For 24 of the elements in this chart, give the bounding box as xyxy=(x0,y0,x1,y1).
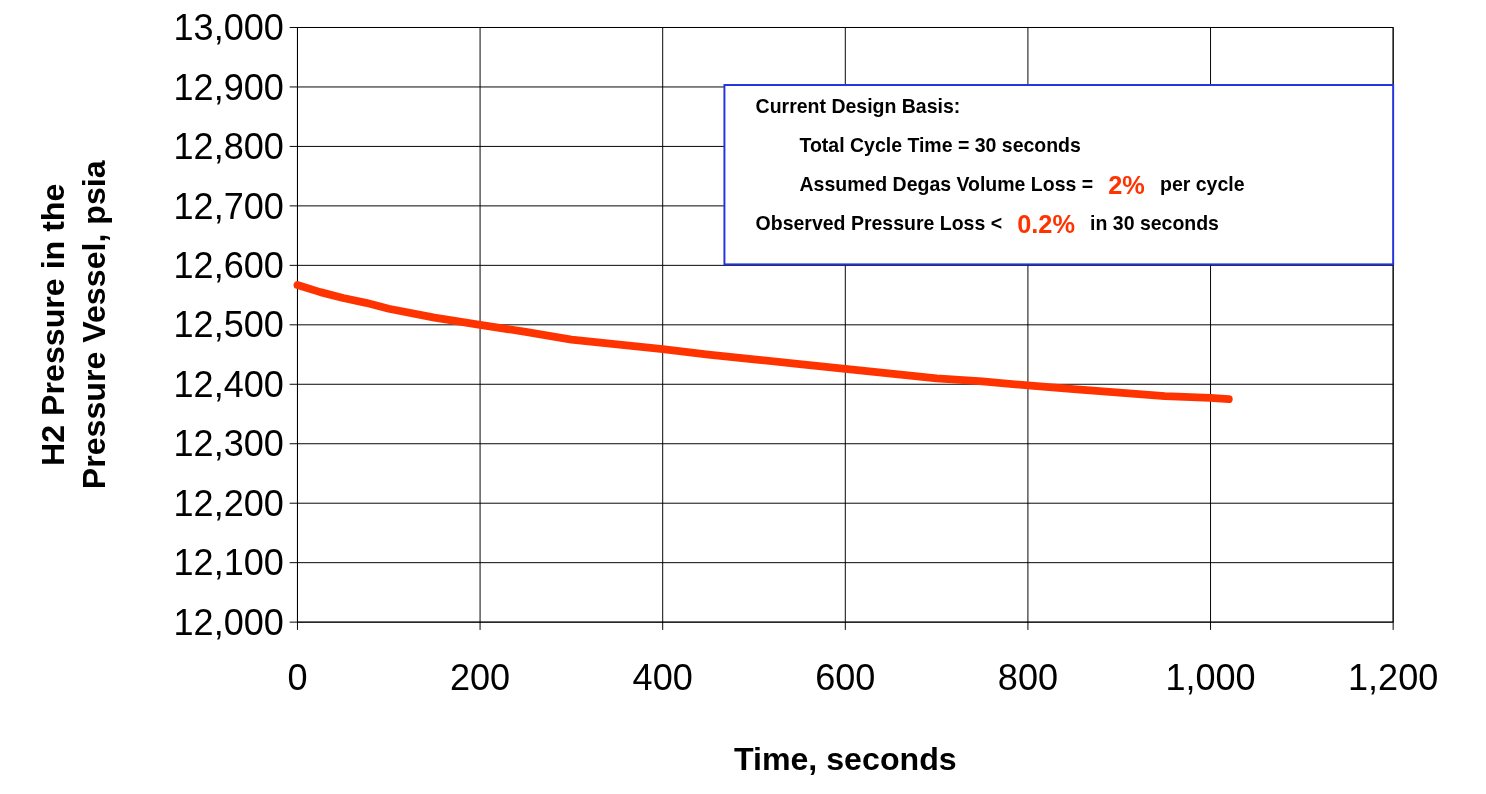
x-tick-label: 200 xyxy=(450,657,511,699)
y-tick-label: 13,000 xyxy=(173,7,284,49)
y-tick-label: 12,200 xyxy=(173,482,284,524)
y-axis-title: H2 Pressure in the Pressure Vessel, psia xyxy=(35,159,113,490)
y-tick-label: 12,400 xyxy=(173,363,284,405)
y-tick-label: 12,000 xyxy=(173,601,284,643)
y-tick-label: 12,900 xyxy=(173,66,284,108)
y-tick-label: 12,300 xyxy=(173,423,284,465)
x-axis-title: Time, seconds xyxy=(733,741,957,778)
y-tick-label: 12,100 xyxy=(173,542,284,584)
annotation: Total Cycle Time = 30 seconds xyxy=(799,134,1082,157)
x-tick-label: 1,200 xyxy=(1348,657,1439,699)
x-tick-label: 1,000 xyxy=(1165,657,1256,699)
x-tick-label: 0 xyxy=(287,657,308,699)
x-tick-label: 600 xyxy=(815,657,876,699)
x-tick-label: 800 xyxy=(997,657,1058,699)
y-tick-label: 12,800 xyxy=(173,126,284,168)
annotation: Current Design Basis: xyxy=(755,95,961,118)
y-tick-label: 12,600 xyxy=(173,244,284,286)
annotation: Assumed Degas Volume Loss = 2% per cycle xyxy=(799,171,1245,200)
y-tick-label: 12,700 xyxy=(173,185,284,227)
x-tick-label: 400 xyxy=(632,657,693,699)
annotation: Observed Pressure Loss < 0.2% in 30 seconds xyxy=(755,210,1220,239)
y-tick-label: 12,500 xyxy=(173,304,284,346)
